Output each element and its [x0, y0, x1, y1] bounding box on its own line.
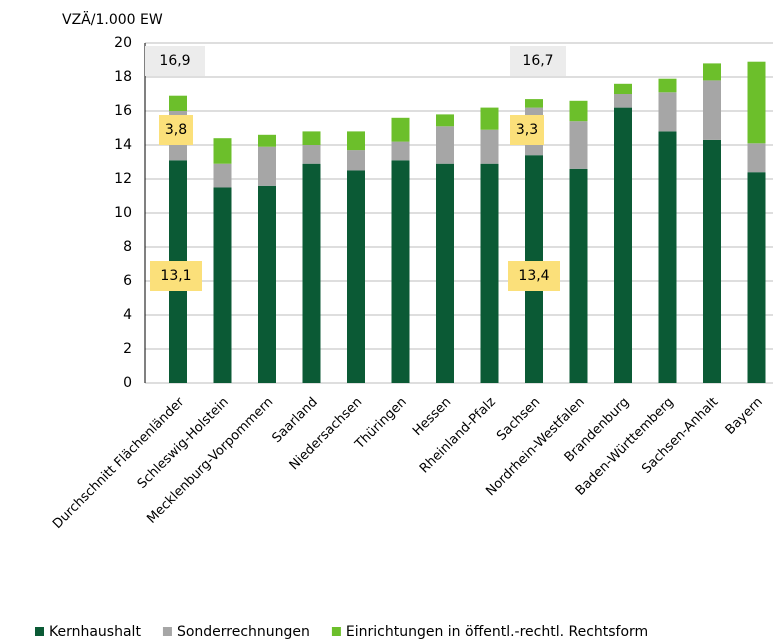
y-tick-label: 0 — [123, 375, 132, 391]
bar-segment — [747, 143, 766, 173]
bar-segment — [480, 163, 499, 383]
y-axis-label: VZÄ/1.000 EW — [62, 10, 163, 28]
bar-segment — [703, 139, 721, 383]
x-tick-label: Hessen — [410, 395, 454, 439]
bar-segment — [525, 99, 543, 108]
y-tick-label: 16 — [114, 103, 132, 119]
bar-segment — [213, 187, 232, 383]
annotation-box — [159, 115, 193, 145]
bar-segment — [347, 170, 365, 383]
legend-label: Kernhaushalt — [49, 624, 141, 640]
annotation: 16,9 — [159, 53, 190, 69]
annotation: 16,7 — [522, 53, 553, 69]
bar-segment — [480, 107, 499, 130]
annotation: 13,4 — [518, 268, 549, 284]
annotation-box — [510, 115, 544, 145]
bar-segment — [391, 160, 410, 383]
legend-swatch — [35, 627, 44, 636]
bar-segment — [658, 92, 677, 132]
y-tick-label: 4 — [123, 307, 132, 323]
y-tick-label: 18 — [114, 69, 132, 85]
y-tick-label: 6 — [123, 273, 132, 289]
bar-segment — [213, 163, 232, 188]
annotation: 13,1 — [160, 268, 191, 284]
bar-segment — [302, 131, 321, 145]
bar-segment — [169, 95, 187, 111]
y-tick-label: 2 — [123, 341, 132, 357]
legend-label: Sonderrechnungen — [177, 624, 310, 640]
bar-segment — [347, 150, 365, 171]
annotation: 3,3 — [516, 122, 538, 138]
bar-segment — [436, 114, 454, 127]
bar-segment — [569, 121, 588, 169]
bar-segment — [747, 172, 766, 383]
annotation: 3,8 — [165, 122, 187, 138]
bar-segment — [258, 185, 276, 383]
y-tick-label: 8 — [123, 239, 132, 255]
annotation-box — [510, 46, 566, 76]
bar-segment — [569, 168, 588, 383]
bar-segment — [258, 134, 276, 147]
y-tick-label: 12 — [114, 171, 132, 187]
y-tick-label: 10 — [114, 205, 132, 221]
x-tick-label: Sachsen-Anhalt — [639, 395, 721, 477]
x-tick-label: Bayern — [723, 395, 766, 438]
annotation-box — [150, 261, 202, 291]
bar-segment — [658, 78, 677, 93]
y-tick-label: 20 — [114, 35, 132, 51]
y-tick-label: 14 — [114, 137, 132, 153]
bar-segment — [302, 163, 321, 383]
bar-segment — [614, 94, 632, 108]
bar-segment — [480, 129, 499, 164]
bar-segment — [614, 83, 632, 94]
bar-segment — [614, 107, 632, 383]
bar-segment — [703, 63, 721, 81]
legend-swatch — [331, 627, 341, 636]
bar-segment — [347, 131, 365, 151]
bar-segment — [436, 163, 454, 383]
bar-segment — [258, 146, 276, 186]
bar-segment — [213, 138, 232, 164]
bar-segment — [703, 80, 721, 140]
bar-segment — [658, 131, 677, 383]
bar-segment — [747, 61, 766, 144]
bar-segment — [436, 126, 454, 164]
x-tick-label: Rheinland-Pfalz — [417, 395, 499, 477]
bar-segment — [569, 100, 588, 122]
legend-label: Einrichtungen in öffentl.-rechtl. Rechts… — [346, 624, 648, 640]
bar-segment — [391, 141, 410, 161]
bar-segment — [391, 117, 410, 142]
annotation-box — [145, 46, 205, 76]
legend-swatch — [162, 627, 172, 636]
bar-segment — [302, 145, 321, 164]
annotation-box — [508, 261, 560, 291]
